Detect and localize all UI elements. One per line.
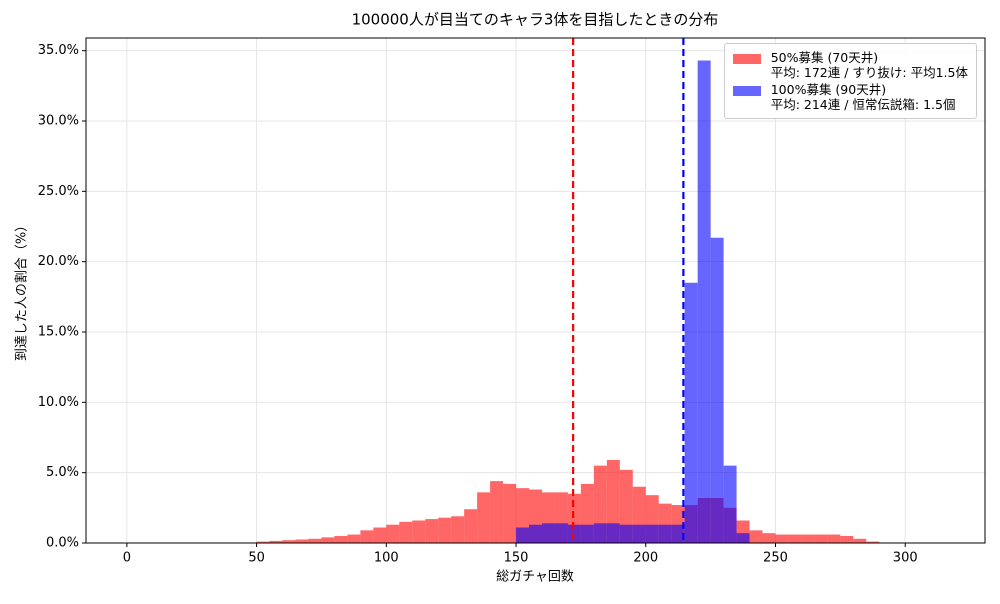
bar: [697, 60, 711, 544]
y-tick-label: 10.0%: [38, 395, 79, 410]
legend-item: 100%募集 (90天井) 平均: 214連 / 恒常伝説箱: 1.5個: [731, 82, 968, 112]
legend-swatch: [732, 86, 761, 96]
x-tick-label: 300: [893, 551, 918, 566]
x-tick-label: 200: [633, 551, 658, 566]
bar: [645, 524, 659, 543]
bar: [347, 534, 361, 543]
bar: [593, 523, 607, 543]
legend: 50%募集 (70天井) 平均: 172連 / すり抜け: 平均1.5体 100%…: [723, 43, 977, 119]
bar: [723, 465, 737, 543]
bar: [684, 282, 698, 543]
bar: [710, 237, 724, 543]
bar: [749, 530, 763, 543]
bar: [853, 538, 867, 543]
y-axis-label: 到達した人の割合（%）: [14, 219, 30, 361]
bar: [438, 517, 452, 543]
y-tick-label: 15.0%: [38, 324, 79, 339]
x-axis-label: 総ガチャ回数: [496, 570, 574, 585]
bar: [775, 534, 789, 543]
chart-title: 100000人が目当てのキャラ3体を目指したときの分布: [352, 11, 719, 29]
plot-frame: [85, 37, 986, 544]
legend-item: 50%募集 (70天井) 平均: 172連 / すり抜け: 平均1.5体: [731, 50, 968, 80]
bar: [632, 524, 646, 543]
bar: [736, 533, 750, 543]
histogram-series: [516, 60, 750, 544]
bar: [671, 524, 685, 543]
bar: [477, 492, 491, 543]
x-tick-label: 50: [248, 551, 265, 566]
x-tick-label: 250: [763, 551, 788, 566]
bar: [554, 523, 568, 543]
y-tick-label: 5.0%: [46, 465, 79, 480]
bar: [541, 523, 555, 543]
legend-swatch: [732, 54, 761, 64]
bar: [256, 541, 270, 543]
bar: [334, 535, 348, 543]
bar: [619, 524, 633, 543]
bar: [866, 541, 880, 543]
bar: [840, 535, 854, 543]
y-tick-label: 0.0%: [46, 536, 79, 551]
x-tick-label: 100: [374, 551, 399, 566]
bar: [412, 520, 426, 543]
bar: [606, 460, 620, 543]
legend-label: 50%募集 (70天井) 平均: 172連 / すり抜け: 平均1.5体: [770, 50, 968, 80]
bar: [658, 524, 672, 543]
x-tick-label: 0: [123, 551, 131, 566]
bar: [308, 538, 322, 543]
y-tick-label: 35.0%: [38, 43, 79, 58]
bar: [451, 516, 465, 543]
bar: [464, 509, 478, 543]
bar: [321, 537, 335, 543]
bar: [399, 521, 413, 543]
bar: [762, 533, 776, 543]
bar: [814, 534, 828, 543]
bar: [282, 540, 296, 543]
bar: [386, 524, 400, 543]
bar: [516, 527, 530, 543]
y-tick-label: 30.0%: [38, 113, 79, 128]
bar: [373, 527, 387, 543]
bar: [606, 523, 620, 543]
bar: [490, 481, 504, 543]
bar: [567, 524, 581, 543]
legend-label: 100%募集 (90天井) 平均: 214連 / 恒常伝説箱: 1.5個: [770, 82, 956, 112]
bar: [503, 483, 517, 543]
bar: [360, 530, 374, 543]
bar: [827, 534, 841, 543]
y-tick-label: 20.0%: [38, 254, 79, 269]
bar: [425, 519, 439, 543]
bar: [295, 539, 309, 543]
bar: [580, 524, 594, 543]
bar: [269, 540, 283, 543]
x-tick-label: 150: [504, 551, 529, 566]
bar: [529, 524, 542, 543]
bar: [788, 534, 802, 543]
bar: [801, 534, 815, 543]
y-tick-label: 25.0%: [38, 184, 79, 199]
